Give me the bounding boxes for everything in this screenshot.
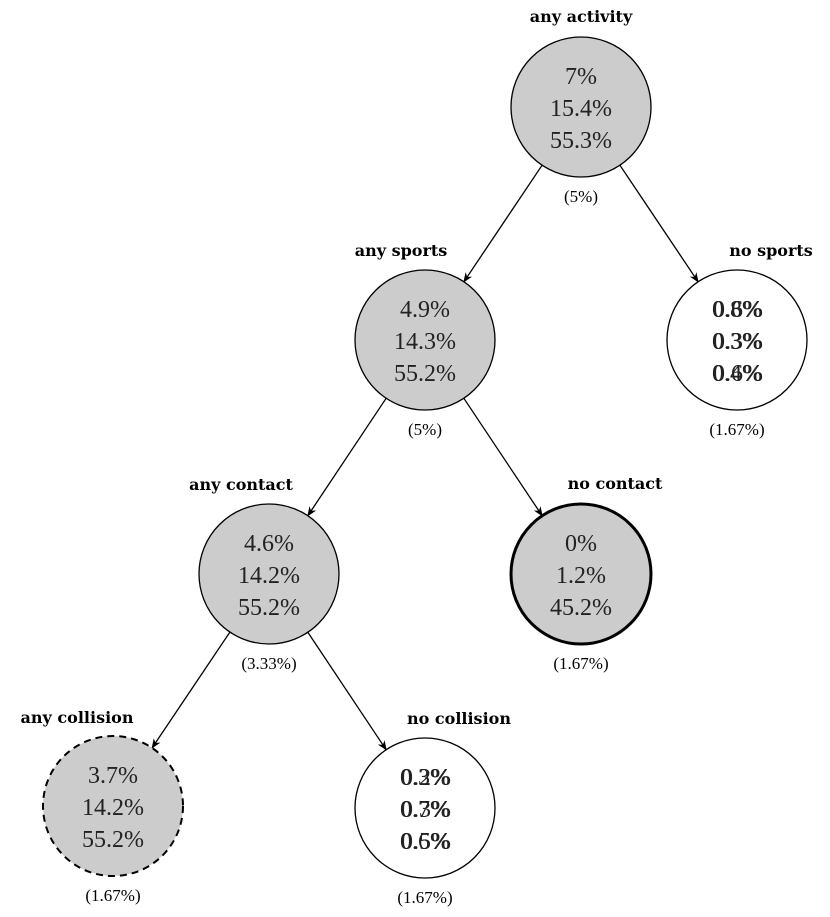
node-value: 55.3%	[550, 128, 612, 154]
node-title: no sports	[729, 241, 813, 260]
node-weight: (5%)	[564, 187, 598, 206]
node-weight: (1.67%)	[709, 420, 764, 439]
node-value-overprint: 0.3%	[401, 797, 451, 823]
node-value: 14.3%	[394, 329, 456, 355]
node-value: 45.2%	[550, 595, 612, 621]
node-value-overprint: 0.6%	[713, 361, 763, 387]
node-value: 4.6%	[244, 531, 294, 557]
node-circle	[509, 502, 653, 646]
node-value: 55.2%	[238, 595, 300, 621]
node-value: 0.4%	[712, 361, 762, 387]
node-value: 0.6%	[400, 829, 450, 855]
node-title: any collision	[21, 708, 134, 727]
node-any-contact: any contact 4.6% 14.2% 55.2% (3.33%)	[189, 475, 340, 673]
edge-any-contact-to-no-collision	[307, 631, 387, 751]
node-value-overprint: 0.5%	[401, 829, 451, 855]
node-value: 7%	[565, 64, 597, 90]
node-weight: (1.67%)	[397, 888, 452, 907]
node-value: 15.4%	[550, 96, 612, 122]
node-title: any contact	[189, 475, 293, 494]
node-title: no contact	[568, 474, 663, 493]
node-value-overprint: 0.2%	[401, 765, 451, 791]
node-circle	[666, 269, 808, 411]
node-value: 0%	[565, 531, 597, 557]
node-any-activity: any activity 7% 15.4% 55.3% (5%)	[510, 7, 652, 206]
edge-any-activity-to-no-sports	[619, 164, 699, 283]
node-value: 14.2%	[238, 563, 300, 589]
edge-any-sports-to-any-contact	[307, 397, 387, 517]
node-weight: (5%)	[408, 420, 442, 439]
node-no-contact: no contact 0% 1.2% 45.2% (1.67%)	[509, 474, 663, 673]
edge-any-activity-to-any-sports	[463, 164, 543, 283]
edge-any-sports-to-no-contact	[463, 397, 543, 517]
node-value: 1.2%	[556, 563, 606, 589]
node-value-overprint: 0.6%	[713, 297, 763, 323]
node-value: 14.2%	[82, 795, 144, 821]
node-circle	[198, 503, 340, 645]
node-circle	[354, 737, 496, 879]
node-value: 0.7%	[400, 797, 450, 823]
node-circle	[510, 36, 652, 178]
node-value: 55.2%	[82, 827, 144, 853]
node-value: 0.3%	[712, 329, 762, 355]
edge-any-contact-to-any-collision	[151, 631, 231, 749]
node-value: 0.8%	[712, 297, 762, 323]
node-weight: (1.67%)	[85, 886, 140, 905]
node-any-sports: any sports 4.9% 14.3% 55.2% (5%)	[354, 241, 496, 439]
node-value: 0.3%	[400, 765, 450, 791]
node-weight: (3.33%)	[241, 654, 296, 673]
node-title: any sports	[355, 241, 448, 260]
node-title: any activity	[530, 7, 633, 26]
node-value: 55.2%	[394, 361, 456, 387]
node-value: 4.9%	[400, 297, 450, 323]
node-no-collision: no collision0.3%0.7%0.6%0.2%0.3%0.5%(1.6…	[354, 709, 511, 907]
node-value-overprint: 0.3%	[713, 329, 763, 355]
node-circle	[354, 269, 496, 411]
node-circle	[42, 735, 184, 877]
node-any-collision: any collision 3.7% 14.2% 55.2% (1.67%)	[21, 708, 184, 905]
node-value: 3.7%	[88, 763, 138, 789]
node-weight: (1.67%)	[553, 654, 608, 673]
node-title: no collision	[407, 709, 511, 728]
